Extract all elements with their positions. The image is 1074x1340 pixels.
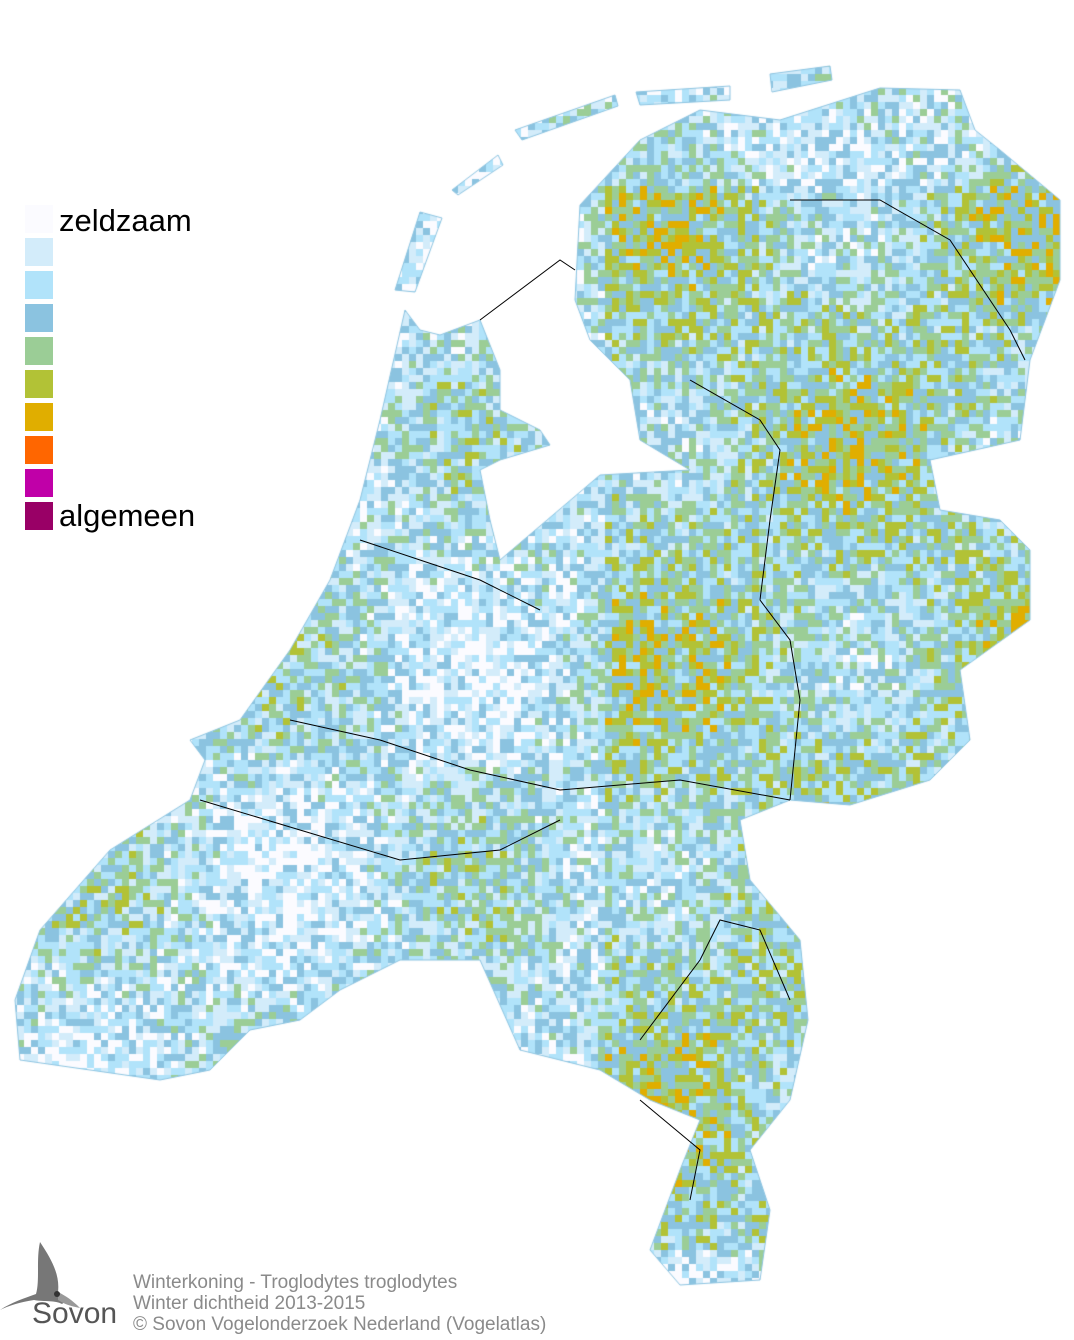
legend-swatch bbox=[25, 469, 53, 497]
legend-swatch bbox=[25, 370, 53, 398]
province-border-line bbox=[639, 919, 791, 1041]
legend-swatch bbox=[25, 271, 53, 299]
province-border-line bbox=[639, 1099, 701, 1201]
legend-swatch bbox=[25, 502, 53, 530]
legend-swatch bbox=[25, 304, 53, 332]
legend-swatch bbox=[25, 436, 53, 464]
legend-swatch bbox=[25, 205, 53, 233]
province-border-line bbox=[790, 199, 1026, 361]
sovon-swallow-logo-icon bbox=[0, 1242, 80, 1310]
legend-swatch bbox=[25, 238, 53, 266]
legend-label-high: algemeen bbox=[59, 498, 196, 533]
caption-copyright: © Sovon Vogelonderzoek Nederland (Vogela… bbox=[133, 1314, 547, 1335]
legend-label-low: zeldzaam bbox=[59, 203, 192, 238]
map-caption: Winterkoning - Troglodytes troglodytes W… bbox=[133, 1272, 546, 1335]
province-border-line bbox=[289, 719, 791, 801]
caption-period: Winter dichtheid 2013-2015 bbox=[133, 1293, 366, 1314]
sovon-logo-text: Sovon bbox=[32, 1297, 118, 1330]
province-border-line bbox=[199, 799, 561, 861]
province-border-line bbox=[359, 539, 541, 611]
province-border-line bbox=[479, 259, 576, 321]
caption-species: Winterkoning - Troglodytes troglodytes bbox=[133, 1272, 458, 1293]
legend-swatch bbox=[25, 337, 53, 365]
legend-swatch bbox=[25, 403, 53, 431]
province-border-line bbox=[689, 379, 801, 801]
